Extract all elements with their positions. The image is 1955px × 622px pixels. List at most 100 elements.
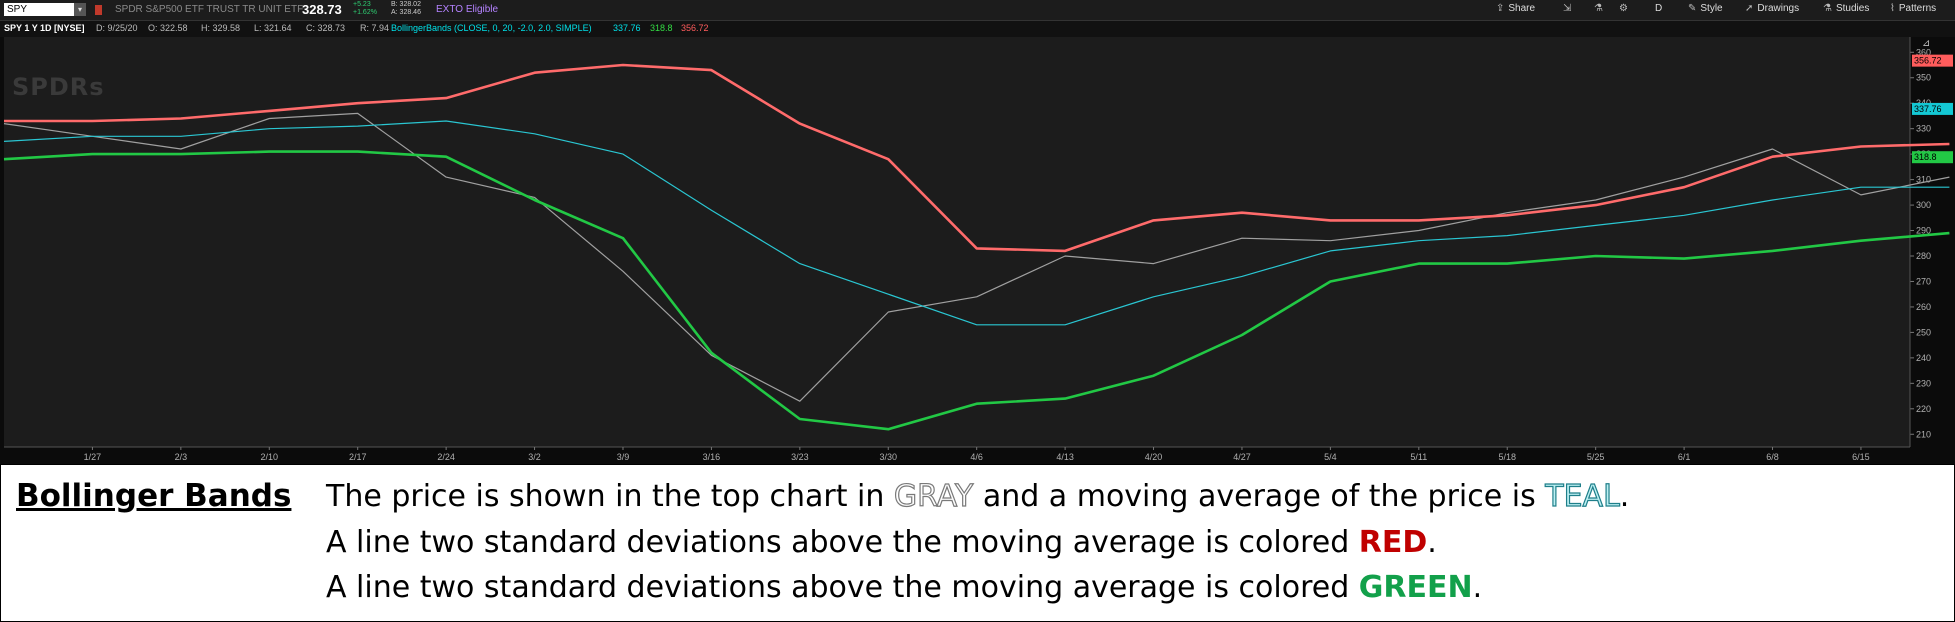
study-name[interactable]: BollingerBands (CLOSE, 0, 20, -2.0, 2.0,…: [391, 23, 592, 33]
upper-band-price-label-box: [1912, 54, 1953, 67]
price-chart[interactable]: 2102202302402502602702802903003103203303…: [0, 37, 1955, 464]
flask-button[interactable]: ⚗: [1594, 3, 1607, 14]
info-open: O: 322.58: [148, 23, 188, 33]
x-tick-label: 2/3: [175, 452, 188, 462]
patterns-button[interactable]: ⌇ Patterns: [1890, 3, 1936, 14]
patterns-icon: ⌇: [1890, 3, 1895, 14]
cursor-icon: ➚: [1745, 3, 1754, 14]
word-teal: TEAL: [1545, 478, 1621, 514]
drawings-label: Drawings: [1757, 3, 1800, 14]
x-tick-label: 2/24: [437, 452, 455, 462]
study-value-upper: 356.72: [681, 23, 709, 33]
x-tick-label: 1/27: [84, 452, 102, 462]
y-tick-label: 240: [1916, 353, 1931, 363]
chart-info-bar: SPY 1 Y 1D [NYSE] D: 9/25/20 O: 322.58 H…: [0, 21, 1955, 37]
x-tick-label: 5/11: [1410, 452, 1427, 462]
chart-title: SPY 1 Y 1D [NYSE]: [4, 23, 85, 33]
chart-svg[interactable]: 2102202302402502602702802903003103203303…: [0, 37, 1955, 464]
share-label: Share: [1508, 3, 1536, 14]
flag-icon[interactable]: [95, 5, 102, 15]
studies-button[interactable]: ⚗ Studies: [1823, 3, 1869, 14]
bid-ask: B: 328.02 A: 328.46: [391, 1, 421, 17]
price-change: +5.23 +1.62%: [353, 1, 377, 17]
export-icon: ⇲: [1563, 3, 1572, 14]
ma-price-label: 337.76: [1914, 104, 1942, 114]
y-tick-label: 290: [1916, 226, 1931, 236]
drawings-button[interactable]: ➚ Drawings: [1745, 3, 1799, 14]
x-tick-label: 6/15: [1852, 452, 1870, 462]
x-tick-label: 6/8: [1766, 452, 1779, 462]
studies-label: Studies: [1835, 3, 1870, 14]
style-icon: ✎: [1688, 3, 1697, 14]
x-tick-label: 4/6: [970, 452, 983, 462]
y-tick-label: 300: [1916, 200, 1931, 210]
caption-text: A line two standard deviations above the…: [326, 570, 1359, 605]
gear-icon: ⚙: [1619, 3, 1628, 14]
price-line: [3, 112, 1950, 402]
y-tick-label: 260: [1916, 302, 1931, 312]
x-tick-label: 4/27: [1233, 452, 1251, 462]
flask-icon: ⚗: [1823, 3, 1832, 14]
lower-band-price-label-box: [1912, 151, 1953, 164]
caption-line-3: A line two standard deviations above the…: [326, 570, 1482, 605]
x-tick-label: 2/17: [349, 452, 367, 462]
style-button[interactable]: ✎ Style: [1688, 3, 1723, 14]
y-tick-label: 210: [1916, 429, 1931, 439]
y-tick-label: 230: [1916, 378, 1931, 388]
x-tick-label: 3/23: [791, 452, 809, 462]
study-value-lower: 318.8: [650, 23, 673, 33]
share-icon: ⇪: [1496, 3, 1505, 14]
exto-eligible-link[interactable]: EXTO Eligible: [436, 4, 499, 15]
timeframe-button[interactable]: D: [1655, 3, 1662, 14]
patterns-label: Patterns: [1898, 3, 1937, 14]
caption-text: A line two standard deviations above the…: [326, 525, 1359, 560]
symbol-input[interactable]: SPY: [4, 3, 84, 16]
x-tick-label: 3/2: [528, 452, 541, 462]
info-close: C: 328.73: [306, 23, 346, 33]
lower-band-line: [3, 150, 1950, 431]
y-tick-label: 310: [1916, 175, 1931, 185]
x-tick-label: 5/18: [1498, 452, 1516, 462]
last-price: 328.73: [302, 2, 342, 17]
moving-average-line: [3, 120, 1950, 326]
style-label: Style: [1700, 3, 1723, 14]
caption-line-1: The price is shown in the top chart in G…: [326, 478, 1630, 514]
caption-text: .: [1619, 479, 1630, 514]
word-red: RED: [1358, 525, 1428, 560]
y-tick-label: 330: [1916, 124, 1931, 134]
timeframe-label: D: [1655, 3, 1663, 14]
study-value-mid: 337.76: [613, 23, 641, 33]
upper-band-line: [4, 63, 1950, 253]
bid-value: B: 328.02: [391, 1, 421, 8]
flask-icon: ⚗: [1594, 3, 1603, 14]
symbol-dropdown-icon[interactable]: ▾: [74, 3, 86, 16]
caption-text: .: [1427, 525, 1437, 560]
x-tick-label: 6/1: [1678, 452, 1691, 462]
export-button[interactable]: ⇲: [1563, 3, 1575, 14]
x-tick-label: 3/16: [703, 452, 721, 462]
info-low: L: 321.64: [254, 23, 292, 33]
info-high: H: 329.58: [201, 23, 241, 33]
plot-area: [4, 37, 1910, 447]
x-tick-label: 5/25: [1587, 452, 1605, 462]
lower-band-price-label: 318.8: [1914, 152, 1937, 162]
net-change: +5.23: [353, 1, 371, 8]
top-toolbar: SPY ▾ SPDR S&P500 ETF TRUST TR UNIT ETF …: [0, 0, 1955, 21]
word-green: GREEN: [1358, 570, 1473, 605]
caption-text: The price is shown in the top chart in: [326, 479, 894, 514]
x-tick-label: 3/30: [879, 452, 897, 462]
draw-toggle-icon: ⊿: [1922, 38, 1930, 49]
x-tick-label: 2/10: [261, 452, 279, 462]
upper-band-price-label: 356.72: [1914, 56, 1942, 66]
y-tick-label: 220: [1916, 404, 1931, 414]
x-tick-label: 4/13: [1056, 452, 1074, 462]
y-tick-label: 250: [1916, 327, 1931, 337]
settings-button[interactable]: ⚙: [1619, 3, 1632, 14]
caption-title: Bollinger Bands: [16, 478, 292, 514]
caption-text: .: [1472, 570, 1483, 605]
x-tick-label: 4/20: [1145, 452, 1163, 462]
y-tick-label: 270: [1916, 276, 1931, 286]
share-button[interactable]: ⇪ Share: [1496, 3, 1535, 14]
symbol-description: SPDR S&P500 ETF TRUST TR UNIT ETF: [115, 4, 304, 15]
